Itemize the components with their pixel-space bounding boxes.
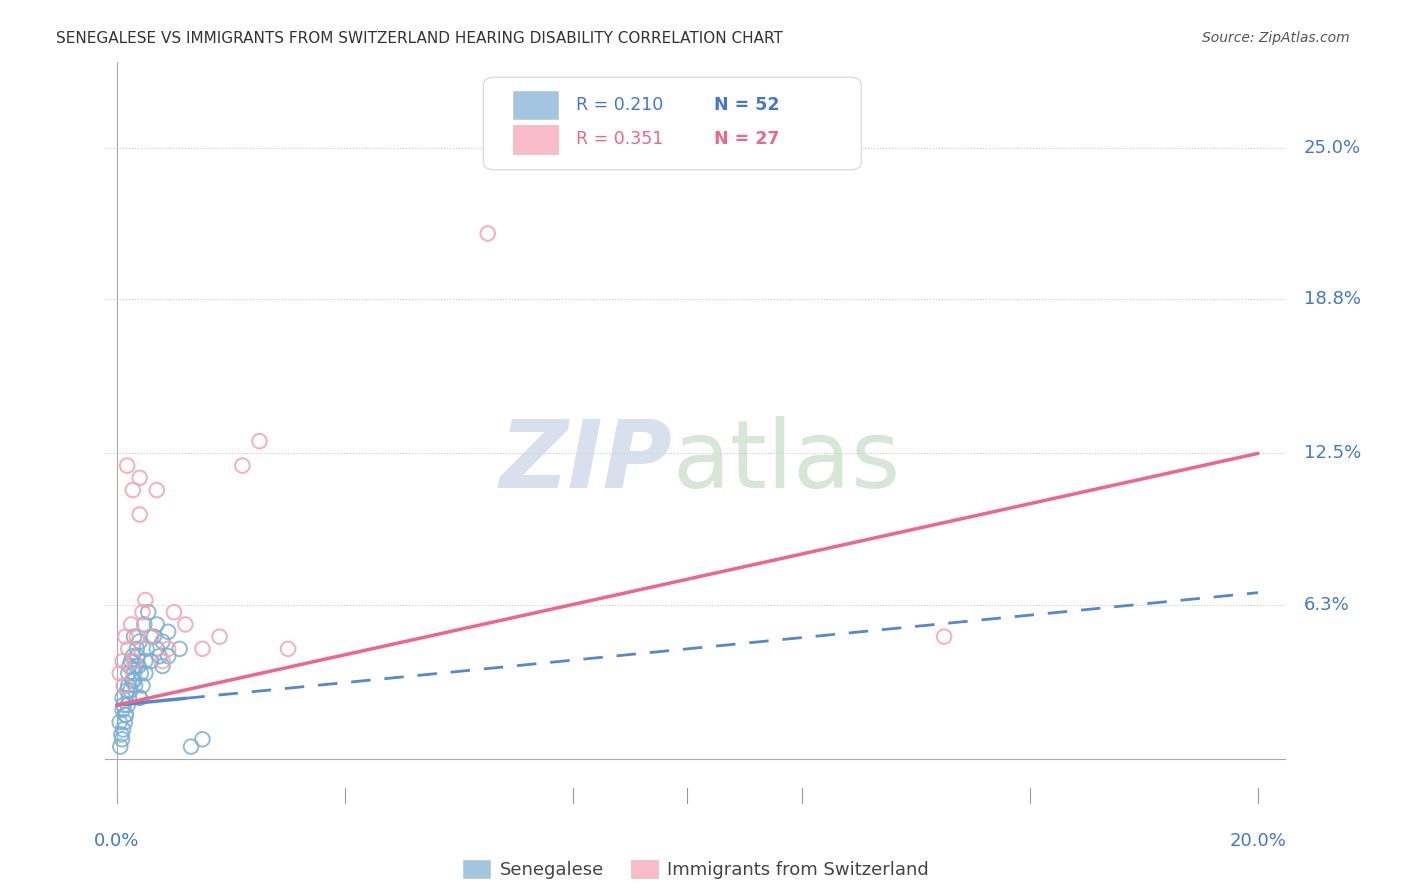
Point: [110, 727, 132, 741]
Point: [117, 698, 139, 712]
Point: [114, 707, 136, 722]
Point: [134, 593, 156, 607]
Text: 20.0%: 20.0%: [1229, 832, 1286, 850]
Point: [169, 641, 191, 656]
Text: 18.8%: 18.8%: [1303, 291, 1361, 309]
Point: [108, 715, 131, 730]
Point: [146, 617, 169, 632]
Text: N = 52: N = 52: [714, 96, 779, 114]
Text: ZIP: ZIP: [499, 417, 672, 508]
Point: [157, 624, 180, 639]
Point: [249, 434, 271, 449]
Point: [117, 641, 139, 656]
Point: [152, 659, 174, 673]
FancyBboxPatch shape: [484, 78, 862, 169]
Point: [142, 630, 165, 644]
Point: [111, 732, 134, 747]
Point: [131, 679, 153, 693]
Point: [110, 739, 132, 754]
Legend: Senegalese, Immigrants from Switzerland: Senegalese, Immigrants from Switzerland: [456, 853, 936, 887]
Point: [174, 617, 197, 632]
Point: [112, 679, 135, 693]
Point: [114, 630, 136, 644]
Point: [934, 630, 956, 644]
Text: 25.0%: 25.0%: [1303, 139, 1361, 157]
Point: [131, 605, 153, 619]
Point: [139, 630, 162, 644]
Text: SENEGALESE VS IMMIGRANTS FROM SWITZERLAND HEARING DISABILITY CORRELATION CHART: SENEGALESE VS IMMIGRANTS FROM SWITZERLAN…: [56, 31, 783, 46]
Point: [121, 483, 143, 497]
Point: [117, 666, 139, 681]
Text: N = 27: N = 27: [714, 130, 779, 148]
Point: [139, 630, 162, 644]
Text: 12.5%: 12.5%: [1303, 444, 1361, 462]
Point: [157, 641, 180, 656]
Point: [134, 617, 156, 632]
Text: 6.3%: 6.3%: [1303, 596, 1350, 614]
Text: R = 0.210: R = 0.210: [575, 96, 662, 114]
Point: [125, 641, 148, 656]
Point: [231, 458, 253, 473]
Point: [112, 698, 135, 712]
Point: [129, 666, 152, 681]
Point: [118, 690, 141, 705]
Bar: [513, 91, 558, 120]
Point: [115, 458, 138, 473]
Point: [111, 690, 134, 705]
Point: [134, 666, 156, 681]
Point: [477, 227, 499, 241]
Text: atlas: atlas: [672, 417, 901, 508]
Point: [128, 690, 150, 705]
Point: [120, 683, 142, 698]
Point: [122, 666, 145, 681]
Point: [135, 641, 157, 656]
Point: [108, 666, 131, 681]
Point: [277, 641, 299, 656]
Text: 0.0%: 0.0%: [94, 832, 139, 850]
Point: [111, 654, 134, 668]
Point: [128, 471, 150, 485]
Text: R = 0.351: R = 0.351: [575, 130, 662, 148]
Point: [191, 732, 214, 747]
Point: [152, 654, 174, 668]
Point: [120, 654, 142, 668]
Text: Source: ZipAtlas.com: Source: ZipAtlas.com: [1202, 31, 1350, 45]
Point: [152, 634, 174, 648]
Point: [128, 634, 150, 648]
Point: [149, 649, 172, 664]
Point: [146, 641, 169, 656]
Point: [124, 679, 146, 693]
Point: [115, 683, 138, 698]
Point: [121, 649, 143, 664]
Point: [128, 659, 150, 673]
Point: [114, 715, 136, 730]
Point: [121, 673, 143, 688]
Point: [191, 641, 214, 656]
Point: [157, 649, 180, 664]
Point: [125, 659, 148, 673]
Point: [122, 630, 145, 644]
Point: [111, 703, 134, 717]
Point: [120, 617, 142, 632]
Point: [122, 654, 145, 668]
Point: [112, 723, 135, 737]
Point: [117, 679, 139, 693]
Point: [163, 605, 186, 619]
Point: [139, 654, 162, 668]
Point: [134, 654, 156, 668]
Point: [118, 659, 141, 673]
Point: [125, 630, 148, 644]
Point: [180, 739, 202, 754]
Point: [122, 673, 145, 688]
Bar: [513, 126, 558, 153]
Point: [115, 707, 138, 722]
Point: [208, 630, 231, 644]
Point: [128, 508, 150, 522]
Point: [136, 605, 159, 619]
Point: [146, 483, 169, 497]
Point: [128, 690, 150, 705]
Point: [127, 649, 149, 664]
